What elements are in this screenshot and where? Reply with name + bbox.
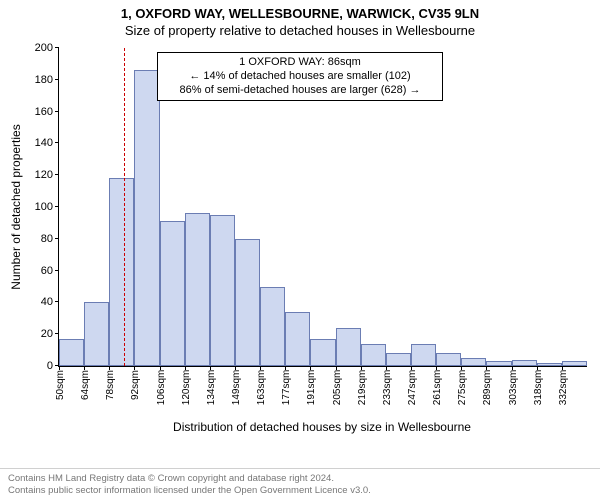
x-tick-label: 134sqm: [206, 370, 217, 406]
histogram-bar: [310, 339, 335, 366]
y-tick-mark: [55, 142, 59, 143]
x-tick-label: 50sqm: [55, 370, 66, 400]
y-axis-label: Number of detached properties: [9, 124, 23, 289]
x-tick-label: 289sqm: [482, 370, 493, 406]
histogram-bar: [361, 344, 386, 366]
histogram-bar: [285, 312, 310, 366]
annotation-line1: 1 OXFORD WAY: 86sqm: [164, 56, 436, 70]
x-tick-label: 261sqm: [432, 370, 443, 406]
histogram-bar: [134, 70, 159, 366]
y-tick-label: 200: [35, 42, 59, 54]
x-tick-label: 219sqm: [357, 370, 368, 406]
x-tick-label: 191sqm: [306, 370, 317, 406]
x-tick-label: 64sqm: [80, 370, 91, 400]
x-tick-label: 177sqm: [281, 370, 292, 406]
y-tick-mark: [55, 301, 59, 302]
x-tick-label: 205sqm: [332, 370, 343, 406]
histogram-bar: [436, 353, 461, 366]
footer-copyright-2: Contains public sector information licen…: [8, 485, 592, 497]
y-tick-label: 60: [41, 265, 59, 277]
histogram-bar: [210, 215, 235, 366]
y-tick-label: 140: [35, 137, 59, 149]
x-tick-label: 247sqm: [407, 370, 418, 406]
x-tick-label: 233sqm: [382, 370, 393, 406]
x-tick-label: 106sqm: [156, 370, 167, 406]
histogram-bar: [512, 360, 537, 366]
histogram-bar: [185, 213, 210, 366]
y-tick-mark: [55, 111, 59, 112]
property-marker-line: [124, 48, 125, 366]
histogram-bar: [235, 239, 260, 366]
x-tick-label: 78sqm: [105, 370, 116, 400]
x-tick-label: 303sqm: [508, 370, 519, 406]
footer: Contains HM Land Registry data © Crown c…: [0, 468, 600, 504]
y-tick-label: 80: [41, 233, 59, 245]
y-tick-mark: [55, 47, 59, 48]
histogram-bar: [109, 178, 134, 366]
y-tick-mark: [55, 206, 59, 207]
x-tick-label: 332sqm: [558, 370, 569, 406]
x-tick-label: 149sqm: [231, 370, 242, 406]
histogram-bar: [461, 358, 486, 366]
plot-area: 02040608010012014016018020050sqm64sqm78s…: [58, 48, 587, 367]
y-tick-label: 20: [41, 328, 59, 340]
y-tick-label: 120: [35, 169, 59, 181]
x-tick-label: 120sqm: [181, 370, 192, 406]
histogram-bar: [386, 353, 411, 366]
histogram-bar: [562, 361, 587, 366]
y-tick-mark: [55, 333, 59, 334]
annotation-line2: ← 14% of detached houses are smaller (10…: [164, 70, 436, 84]
y-tick-mark: [55, 79, 59, 80]
annotation-line3: 86% of semi-detached houses are larger (…: [164, 84, 436, 98]
histogram-bar: [160, 221, 185, 366]
x-tick-label: 92sqm: [130, 370, 141, 400]
annotation-box: 1 OXFORD WAY: 86sqm← 14% of detached hou…: [157, 52, 443, 101]
histogram-bar: [537, 363, 562, 366]
x-tick-label: 318sqm: [533, 370, 544, 406]
histogram-bar: [59, 339, 84, 366]
x-axis-label: Distribution of detached houses by size …: [173, 420, 471, 434]
y-tick-mark: [55, 238, 59, 239]
chart-title-address: 1, OXFORD WAY, WELLESBOURNE, WARWICK, CV…: [0, 0, 600, 21]
histogram-bar: [336, 328, 361, 366]
histogram-bar: [260, 287, 285, 367]
chart-container: 1, OXFORD WAY, WELLESBOURNE, WARWICK, CV…: [0, 0, 600, 468]
y-tick-label: 100: [35, 201, 59, 213]
x-tick-label: 275sqm: [457, 370, 468, 406]
x-tick-label: 163sqm: [256, 370, 267, 406]
y-tick-label: 40: [41, 296, 59, 308]
y-tick-label: 160: [35, 106, 59, 118]
y-tick-label: 180: [35, 74, 59, 86]
histogram-bar: [411, 344, 436, 366]
y-tick-mark: [55, 270, 59, 271]
y-tick-mark: [55, 174, 59, 175]
footer-copyright-1: Contains HM Land Registry data © Crown c…: [8, 473, 592, 485]
histogram-bar: [486, 361, 511, 366]
chart-subtitle: Size of property relative to detached ho…: [0, 21, 600, 38]
histogram-bar: [84, 302, 109, 366]
